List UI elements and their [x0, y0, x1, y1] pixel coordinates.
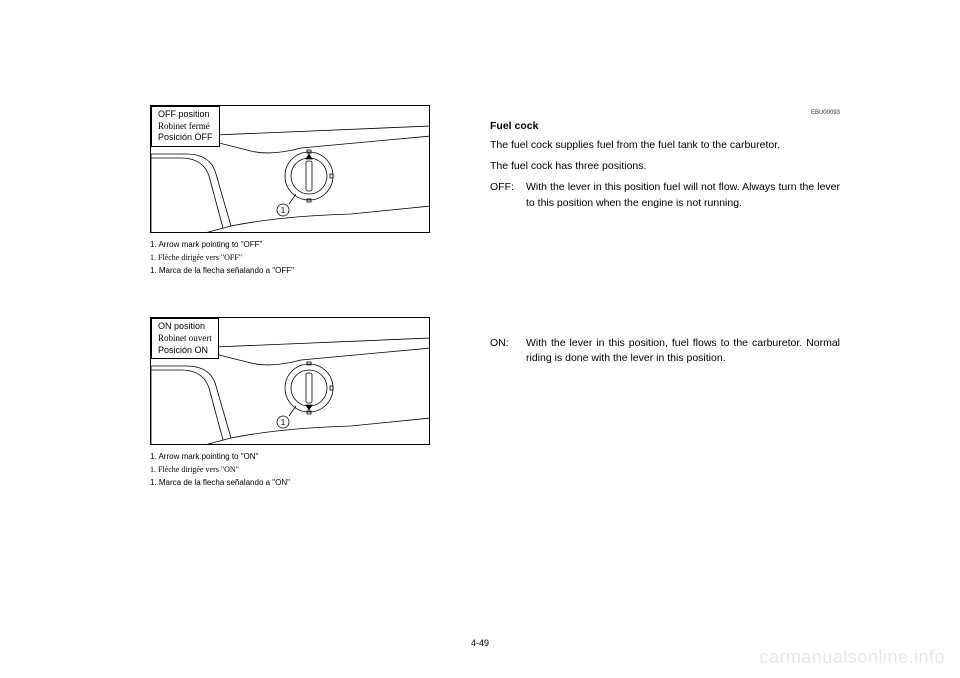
definition-row-off: OFF: With the lever in this position fue…: [490, 180, 840, 210]
figure-on-label-box: ON position Robinet ouvert Posición ON: [151, 318, 219, 359]
definition-row-on: ON: With the lever in this position, fue…: [490, 336, 840, 366]
paragraph: The fuel cock supplies fuel from the fue…: [490, 138, 840, 153]
definition-label: ON:: [490, 336, 526, 366]
figure-off-captions: 1. Arrow mark pointing to "OFF" 1. Flèch…: [150, 239, 430, 277]
label-line: Robinet ouvert: [158, 333, 212, 345]
definition-text: With the lever in this position, fuel fl…: [526, 336, 840, 366]
label-line: ON position: [158, 321, 212, 333]
figure-off-block: OFF position Robinet fermé Posición OFF: [150, 105, 430, 277]
definition-list: OFF: With the lever in this position fue…: [490, 180, 840, 366]
label-line: Posición ON: [158, 345, 212, 357]
watermark: carmanualsonline.info: [759, 647, 945, 668]
caption-line: 1. Arrow mark pointing to "OFF": [150, 239, 430, 252]
pointer-number: 1: [281, 418, 286, 427]
caption-line: 1. Flèche dirigée vers "OFF": [150, 252, 430, 265]
reference-code: EBU00093: [490, 110, 840, 116]
paragraph: The fuel cock has three positions.: [490, 159, 840, 174]
figure-on-captions: 1. Arrow mark pointing to "ON" 1. Flèche…: [150, 451, 430, 489]
figure-off-label-box: OFF position Robinet fermé Posición OFF: [151, 106, 220, 147]
caption-line: 1. Flèche dirigée vers "ON": [150, 464, 430, 477]
figure-on-diagram: ON position Robinet ouvert Posición ON: [150, 317, 430, 445]
caption-line: 1. Arrow mark pointing to "ON": [150, 451, 430, 464]
definition-label: OFF:: [490, 180, 526, 210]
caption-line: 1. Marca de la flecha señalando a "OFF": [150, 265, 430, 278]
manual-page: OFF position Robinet fermé Posición OFF: [0, 0, 960, 570]
figure-off-diagram: OFF position Robinet fermé Posición OFF: [150, 105, 430, 233]
page-number: 4-49: [471, 638, 489, 648]
label-line: Posición OFF: [158, 132, 213, 144]
pointer-number: 1: [281, 206, 286, 215]
label-line: OFF position: [158, 109, 213, 121]
label-line: Robinet fermé: [158, 121, 213, 133]
caption-line: 1. Marca de la flecha señalando a "ON": [150, 477, 430, 490]
definition-text: With the lever in this position fuel wil…: [526, 180, 840, 210]
left-column: OFF position Robinet fermé Posición OFF: [150, 105, 430, 530]
right-column: EBU00093 Fuel cock The fuel cock supplie…: [490, 105, 840, 530]
section-title: Fuel cock: [490, 120, 840, 132]
figure-on-block: ON position Robinet ouvert Posición ON: [150, 317, 430, 489]
